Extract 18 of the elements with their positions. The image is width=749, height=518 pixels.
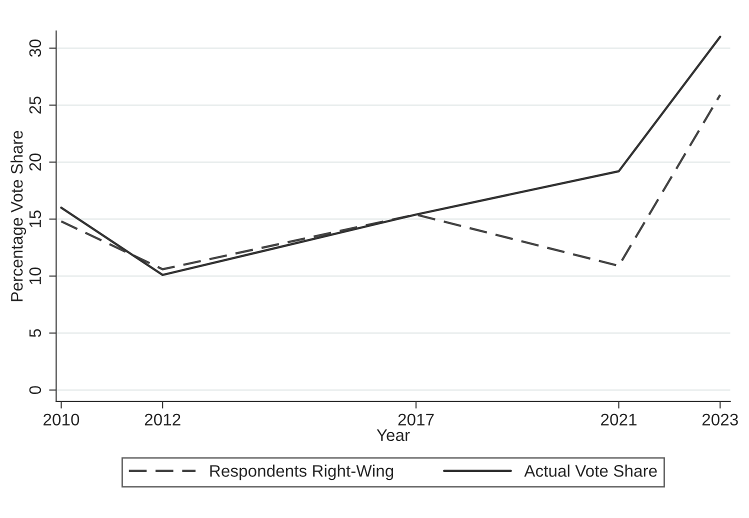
line-series: [60, 94, 722, 270]
y-tick-label: 25: [29, 96, 42, 114]
y-tick-label: 15: [29, 210, 42, 228]
legend-label: Respondents Right-Wing: [210, 464, 394, 480]
x-tick-label: 2017: [398, 414, 434, 426]
y-tick-label: 0: [29, 386, 42, 394]
x-axis-title: Year: [376, 429, 410, 442]
x-tick-label: 2010: [44, 414, 80, 426]
y-tick-label: 5: [29, 329, 42, 338]
line-series: [60, 36, 722, 276]
y-tick-label: 20: [29, 154, 42, 171]
y-axis-title: Percentage Vote Share: [10, 130, 26, 302]
x-tick-label: 2021: [601, 414, 636, 426]
x-tick-label: 2023: [702, 414, 738, 426]
legend-label: Actual Vote Share: [524, 464, 657, 477]
x-tick-label: 2012: [144, 414, 180, 426]
y-tick-label: 10: [29, 267, 42, 284]
y-tick-label: 30: [29, 40, 42, 57]
